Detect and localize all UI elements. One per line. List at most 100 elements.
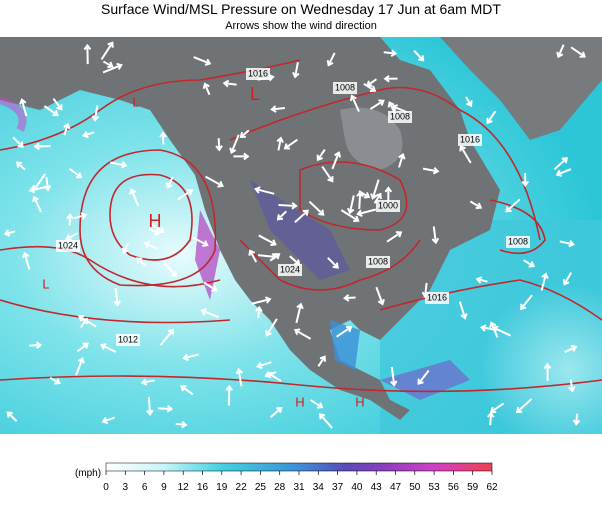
isobar-label: 1008 bbox=[368, 256, 388, 266]
wind-arrow bbox=[556, 44, 565, 59]
greenland bbox=[440, 37, 602, 140]
colorbar-tick-label: 47 bbox=[390, 482, 402, 493]
colorbar-ticks: 0 3 6 9 12 16 19 22 25 28 31 34 37 40 43 47 50 53 56 59 62 bbox=[103, 471, 498, 493]
wind-arrow bbox=[12, 136, 24, 148]
wind-arrow bbox=[65, 232, 78, 241]
wind-arrow bbox=[215, 138, 223, 152]
wind-arrow bbox=[239, 129, 250, 139]
wind-arrow bbox=[110, 161, 128, 169]
wind-arrow bbox=[336, 325, 353, 338]
isobar-label: 1008 bbox=[508, 236, 528, 246]
wind-arrow bbox=[458, 301, 468, 320]
wind-arrow bbox=[489, 402, 505, 414]
pressure-center: L bbox=[132, 94, 139, 109]
wind-arrow bbox=[6, 411, 18, 422]
wind-arrow bbox=[343, 294, 356, 302]
wind-arrow bbox=[486, 110, 497, 125]
wind-arrow bbox=[422, 166, 440, 175]
wind-arrow bbox=[331, 151, 342, 170]
pressure-center: H bbox=[355, 394, 364, 409]
colorbar-tick-label: 28 bbox=[274, 482, 286, 493]
wind-arrow bbox=[32, 195, 43, 213]
isobar-label: 1000 bbox=[378, 200, 398, 210]
gulf-wind bbox=[330, 320, 360, 370]
isobar bbox=[0, 299, 231, 324]
wind-arrow bbox=[203, 281, 218, 292]
wind-arrow bbox=[389, 366, 398, 387]
wind-arrow bbox=[398, 152, 406, 168]
wind-arrow bbox=[76, 342, 89, 353]
wind-arrow bbox=[386, 231, 403, 243]
wind-arrow bbox=[192, 236, 209, 247]
wind-arrow bbox=[375, 286, 385, 306]
wind-arrow bbox=[373, 192, 382, 204]
wind-arrow bbox=[572, 413, 581, 426]
wind-arrow bbox=[165, 176, 174, 189]
wind-arrow bbox=[487, 411, 495, 426]
isobar bbox=[239, 239, 421, 291]
wind-arrow bbox=[559, 239, 575, 248]
wind-arrow bbox=[177, 188, 194, 201]
wind-arrow bbox=[229, 134, 240, 155]
wind-arrow bbox=[251, 296, 272, 305]
wind-arrow bbox=[321, 166, 334, 183]
pressure-center: H bbox=[295, 394, 304, 409]
wind-arrow bbox=[417, 369, 430, 385]
wind-arrow bbox=[564, 344, 578, 354]
colorbar-tick-label: 50 bbox=[409, 482, 421, 493]
wind-arrow bbox=[52, 98, 63, 111]
wind-arrow bbox=[540, 272, 549, 291]
wind-arrow bbox=[102, 60, 114, 69]
wind-arrow bbox=[248, 249, 258, 263]
isobar-label: 1024 bbox=[58, 240, 78, 250]
colorbar-tick-label: 0 bbox=[103, 482, 109, 493]
colorbar-tick-label: 59 bbox=[467, 482, 479, 493]
wind-arrow bbox=[225, 384, 234, 406]
wind-arrow bbox=[505, 198, 521, 213]
wind-arrow bbox=[182, 353, 199, 362]
isobar-label-bg bbox=[376, 200, 400, 212]
isobar-label: 1008 bbox=[335, 82, 355, 92]
wind-arrow bbox=[200, 308, 220, 319]
wind-arrow bbox=[140, 378, 155, 386]
wind-arrow bbox=[295, 302, 304, 324]
pressure-center: L bbox=[42, 276, 49, 291]
wind-arrow bbox=[292, 62, 300, 79]
wind-arrow bbox=[256, 361, 272, 370]
wind-arrow bbox=[316, 148, 326, 162]
wind-arrow bbox=[278, 201, 298, 210]
wind-arrow bbox=[32, 173, 47, 192]
wind-arrow bbox=[143, 241, 157, 250]
wind-arrow bbox=[255, 305, 263, 319]
coastal-jet bbox=[195, 210, 220, 300]
wind-arrow bbox=[265, 318, 278, 337]
isobar-label-bg bbox=[458, 134, 482, 146]
colorbar-tick-label: 31 bbox=[293, 482, 305, 493]
pressure-center: L bbox=[250, 84, 260, 104]
wind-arrow bbox=[3, 229, 16, 237]
wind-arrow bbox=[489, 321, 499, 338]
wind-arrow bbox=[543, 362, 552, 381]
wind-arrow bbox=[148, 227, 161, 236]
colorbar-tick-label: 3 bbox=[123, 482, 129, 493]
wind-arrow bbox=[163, 262, 178, 278]
wind-arrow bbox=[100, 41, 114, 61]
wind-arrow bbox=[69, 168, 83, 179]
colorbar-tick-label: 9 bbox=[161, 482, 167, 493]
title: Surface Wind/MSL Pressure on Wednesday 1… bbox=[101, 1, 501, 17]
wind-arrow bbox=[129, 188, 140, 206]
isobar-label-bg bbox=[366, 256, 390, 268]
wind-arrow bbox=[222, 79, 237, 88]
colorbar-tick-label: 34 bbox=[313, 482, 325, 493]
wind-arrow bbox=[520, 294, 533, 311]
isobar bbox=[79, 149, 217, 287]
wind-arrow bbox=[29, 341, 43, 349]
wind-arrow bbox=[356, 208, 377, 217]
wind-arrow bbox=[475, 276, 488, 284]
colorbar-tick-label: 37 bbox=[332, 482, 344, 493]
wind-arrow bbox=[469, 200, 483, 210]
wind-arrow bbox=[319, 413, 333, 429]
wind-arrow bbox=[555, 168, 572, 177]
colorbar bbox=[105, 462, 493, 472]
